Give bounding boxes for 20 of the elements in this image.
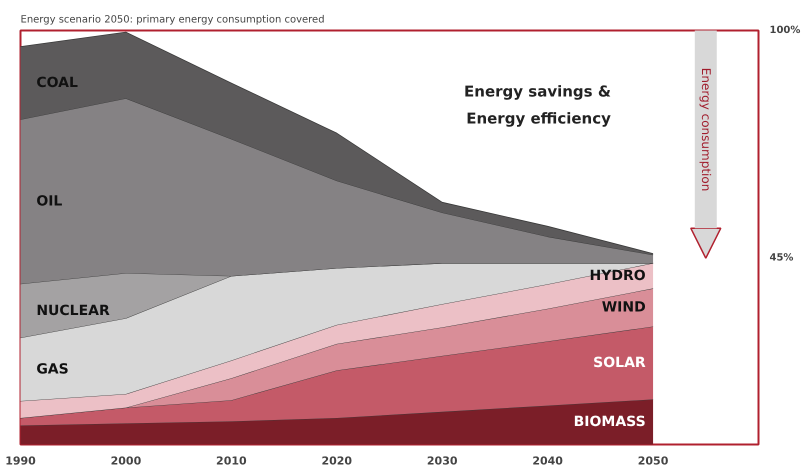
series-label: OIL <box>36 194 62 210</box>
series-label: NUCLEAR <box>36 302 110 319</box>
x-tick-label: 2020 <box>321 454 352 468</box>
x-tick-label: 2030 <box>426 454 458 468</box>
series-label: WIND <box>602 299 646 316</box>
y-tick-label: 100% <box>770 25 800 36</box>
annotation: Energy savings & Energy efficiency <box>464 82 612 128</box>
series-label: GAS <box>36 361 69 378</box>
series-label: BIOMASS <box>574 414 646 430</box>
x-tick-label: 2010 <box>216 454 248 468</box>
y-tick-label: 45% <box>770 252 794 264</box>
x-tick-label: 2000 <box>110 454 142 468</box>
x-tick-label: 1990 <box>5 454 36 468</box>
series-label: SOLAR <box>593 354 646 371</box>
x-tick-label: 2040 <box>532 454 564 468</box>
series-label: COAL <box>36 75 78 92</box>
series-label: HYDRO <box>590 268 646 284</box>
annotation: Energy consumption <box>698 68 713 192</box>
chart-title: Energy scenario 2050: primary energy consumption covered <box>20 14 325 26</box>
x-tick-label: 2050 <box>638 454 669 468</box>
